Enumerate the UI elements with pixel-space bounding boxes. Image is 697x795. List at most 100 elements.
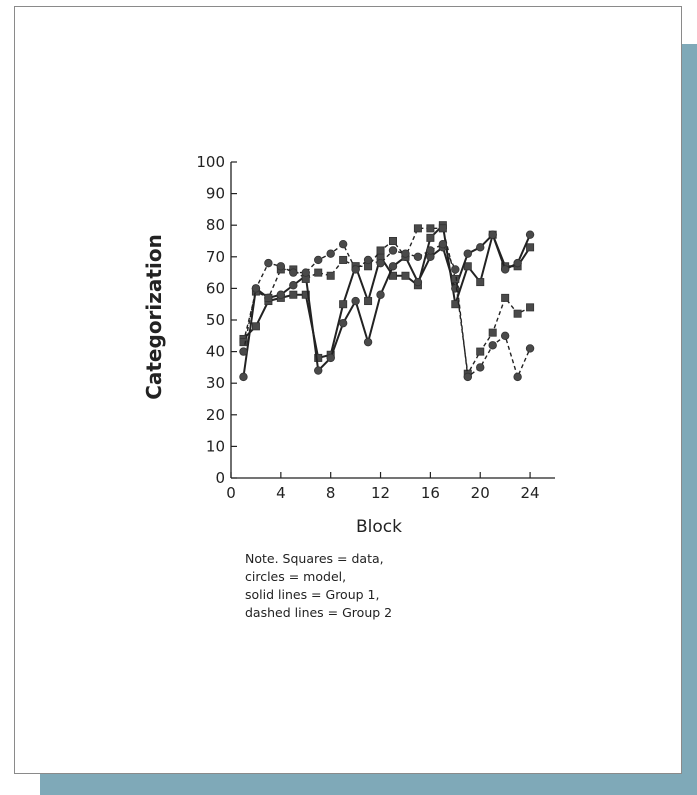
model-point-circle (500, 331, 510, 340)
data-point-square (476, 278, 485, 287)
data-point-square (526, 243, 535, 252)
model-point-circle (525, 344, 535, 353)
note-line: solid lines = Group 1, (245, 587, 380, 602)
model-point-circle (351, 296, 360, 306)
data-point-square (463, 262, 472, 271)
model-point-circle (413, 277, 423, 287)
chart-axes: 0 10 20 30 40 50 60 70 80 90 100 0 4 8 12 16 20 24 (196, 153, 555, 502)
y-tick-label: 10 (206, 437, 225, 455)
data-point-square (264, 293, 273, 302)
data-point-square (326, 271, 335, 280)
x-tick-label: 24 (521, 484, 540, 502)
model-point-circle (476, 363, 485, 372)
model-point-circle (239, 372, 248, 382)
data-point-square (476, 347, 485, 356)
model-point-circle (338, 239, 348, 249)
model-point-circle (289, 281, 298, 290)
y-axis-label: Categorization (142, 234, 166, 400)
data-point-square (388, 236, 397, 245)
data-point-square (526, 303, 535, 312)
model-point-circle (289, 268, 298, 277)
data-point-square (413, 224, 422, 233)
model-point-circle (451, 265, 460, 274)
model-point-circle (463, 249, 472, 258)
data-point-square (401, 271, 410, 280)
model-point-circle (326, 353, 335, 363)
x-axis-label: Block (356, 517, 402, 537)
x-tick-label: 4 (276, 484, 286, 502)
model-point-circle (513, 258, 522, 268)
data-point-square (488, 328, 497, 337)
data-point-square (426, 233, 435, 242)
model-point-circle (239, 347, 248, 356)
y-tick-label: 90 (206, 185, 225, 203)
model-point-circle (376, 258, 385, 268)
data-point-square (376, 246, 385, 255)
data-point-square (438, 224, 447, 233)
model-point-circle (476, 243, 485, 252)
y-tick-label: 70 (206, 248, 225, 266)
model-point-circle (351, 265, 360, 274)
figure-note: Note. Squares = data, circles = model, s… (245, 550, 505, 622)
data-point-square (251, 322, 260, 331)
y-tick-label: 50 (206, 311, 225, 329)
y-tick-label: 0 (215, 469, 225, 487)
note-line: dashed lines = Group 2 (245, 605, 393, 620)
model-point-circle (326, 249, 335, 258)
x-tick-label: 8 (326, 484, 336, 502)
series-line (242, 227, 531, 376)
model-point-circle (276, 290, 286, 299)
x-tick-label: 20 (471, 484, 490, 502)
data-point-square (364, 297, 373, 306)
data-point-square (239, 338, 248, 347)
model-point-circle (413, 252, 423, 261)
x-tick-label: 12 (371, 484, 390, 502)
y-tick-label: 100 (196, 153, 225, 171)
data-point-square (339, 255, 348, 264)
x-tick-label: 0 (226, 484, 236, 502)
model-point-circle (388, 246, 398, 255)
data-point-square (451, 274, 460, 283)
data-point-square (339, 300, 348, 309)
figure-card: 0 10 20 30 40 50 60 70 80 90 100 0 4 8 12 16 20 24 Block … (14, 6, 682, 774)
y-tick-label: 40 (206, 343, 225, 361)
data-point-square (501, 293, 510, 302)
model-point-circle (500, 265, 510, 274)
model-point-circle (388, 262, 398, 271)
data-point-square (426, 224, 435, 233)
series-layer (239, 221, 535, 382)
model-point-circle (463, 372, 472, 382)
data-point-square (314, 268, 323, 277)
model-point-circle (338, 318, 348, 328)
data-point-square (289, 290, 298, 299)
model-point-circle (301, 268, 310, 277)
data-point-square (314, 353, 323, 362)
model-point-circle (376, 290, 385, 299)
model-point-circle (314, 255, 323, 265)
y-tick-label: 20 (206, 406, 225, 424)
model-point-circle (488, 341, 497, 350)
model-point-circle (314, 366, 323, 375)
model-point-circle (488, 230, 497, 239)
model-point-circle (438, 239, 448, 249)
y-tick-label: 30 (206, 374, 225, 392)
y-tick-label: 60 (206, 279, 225, 297)
series-group-2-model (239, 239, 535, 382)
note-line: Note. Squares = data, (245, 551, 384, 566)
model-point-circle (276, 262, 286, 271)
model-point-circle (513, 372, 522, 382)
model-point-circle (401, 249, 410, 258)
x-tick-label: 16 (421, 484, 440, 502)
series-line (242, 243, 531, 379)
note-line: circles = model, (245, 569, 347, 584)
model-point-circle (251, 284, 261, 293)
model-point-circle (363, 337, 373, 347)
series-group-1-model (239, 230, 535, 382)
data-point-square (301, 290, 310, 299)
data-point-square (513, 309, 522, 318)
model-point-circle (525, 230, 535, 239)
model-point-circle (264, 258, 273, 268)
model-point-circle (426, 246, 435, 255)
y-tick-label: 80 (206, 216, 225, 234)
